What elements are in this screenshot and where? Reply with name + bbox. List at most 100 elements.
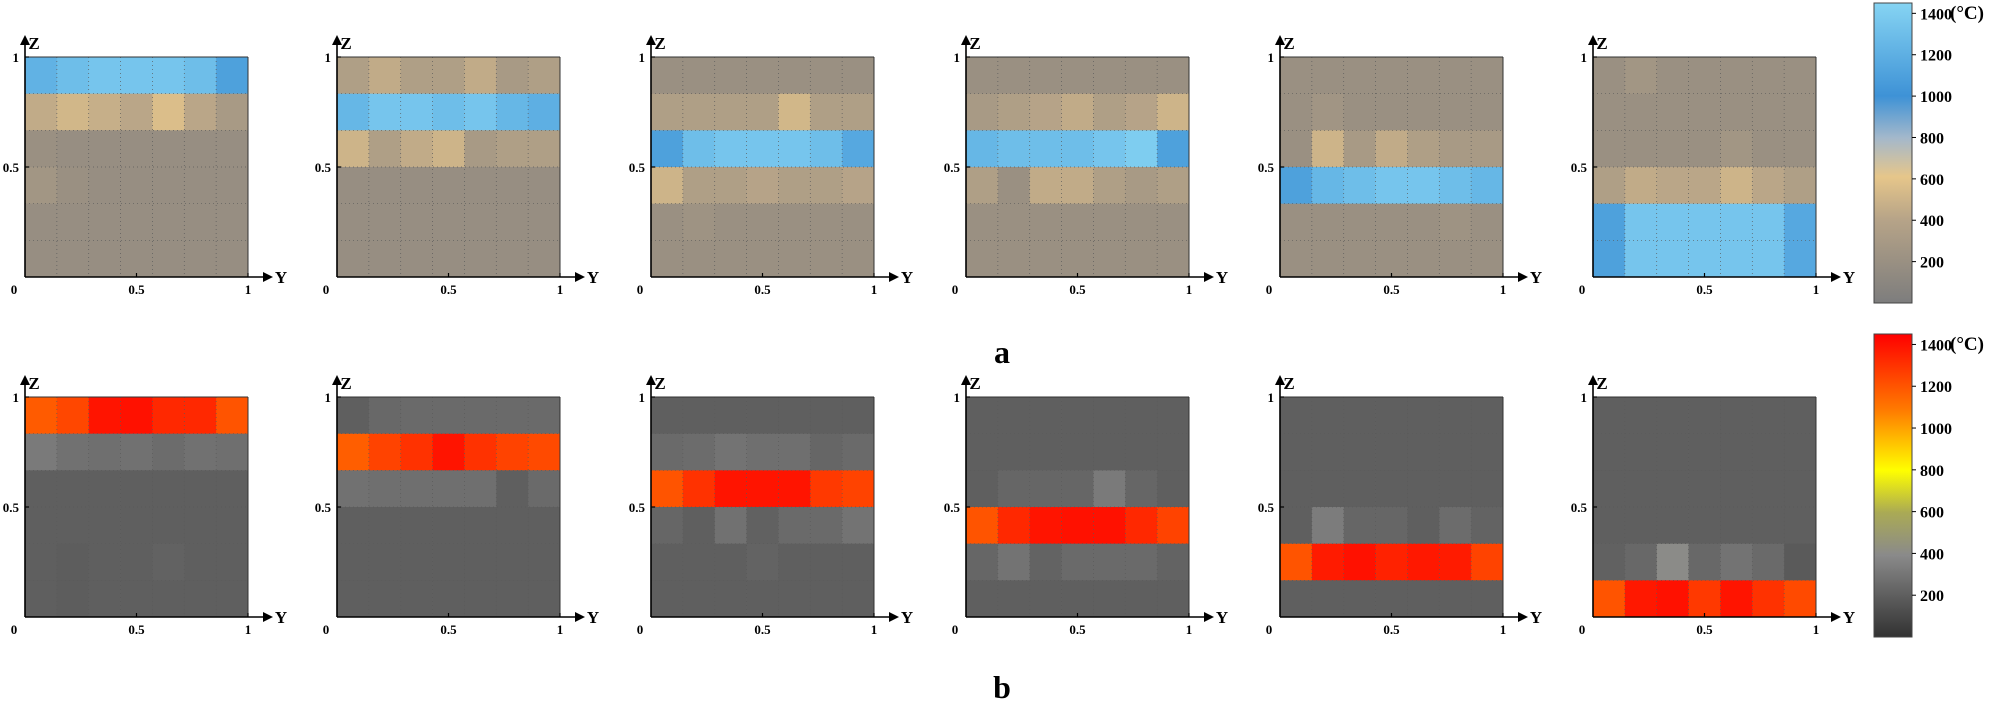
heatmap-cell bbox=[1157, 130, 1190, 168]
x-axis-arrow bbox=[575, 612, 585, 622]
heatmap-cell bbox=[682, 167, 716, 205]
heatmap-cell bbox=[1157, 470, 1190, 508]
heatmap-cell bbox=[1624, 167, 1658, 205]
heatmap-cell bbox=[528, 167, 561, 205]
heatmap-cell bbox=[528, 57, 561, 95]
colorbar-tick-label: 200 bbox=[1920, 588, 1944, 605]
y-axis-arrow bbox=[1588, 375, 1598, 385]
heatmap-cell bbox=[464, 203, 497, 241]
heatmap-cell bbox=[1280, 167, 1313, 205]
heatmap-cell bbox=[746, 57, 779, 95]
heatmap-cell bbox=[1029, 130, 1062, 168]
heatmap-cell bbox=[1752, 543, 1785, 581]
heatmap-cell bbox=[1688, 203, 1721, 241]
y-tick-label: 1 bbox=[13, 50, 20, 65]
heatmap-cell bbox=[464, 507, 497, 545]
heatmap-cell bbox=[1624, 240, 1658, 278]
heatmap-cell bbox=[56, 397, 90, 435]
heatmap-cell bbox=[997, 433, 1031, 471]
heatmap-cell bbox=[1720, 203, 1753, 241]
heatmap-cell bbox=[1157, 57, 1190, 95]
heatmap-cell bbox=[1375, 543, 1408, 581]
heatmap-cell bbox=[496, 203, 529, 241]
y-tick-label: 1 bbox=[1268, 390, 1275, 405]
heatmap-cell bbox=[1343, 433, 1376, 471]
heatmap-cell bbox=[1471, 507, 1504, 545]
heatmap-cell bbox=[152, 57, 185, 95]
colorbars: 140012001000800600400200(°C)140012001000… bbox=[1873, 2, 1984, 638]
heatmap-cell bbox=[651, 397, 684, 435]
heatmap-cell bbox=[1061, 130, 1094, 168]
x-axis-label: Y bbox=[587, 268, 599, 287]
heatmap-cell bbox=[1471, 543, 1504, 581]
heatmap-cell bbox=[1061, 57, 1094, 95]
heatmap-cell bbox=[528, 433, 561, 471]
heatmap-cell bbox=[120, 507, 153, 545]
heatmap-cell bbox=[1688, 167, 1721, 205]
heatmap-cell bbox=[25, 130, 58, 168]
heatmap-cell bbox=[1688, 240, 1721, 278]
heatmap-cell bbox=[400, 397, 433, 435]
heatmap-cell bbox=[120, 433, 153, 471]
heatmap-cell bbox=[714, 130, 747, 168]
heatmap-cell bbox=[1157, 397, 1190, 435]
heatmap-cell bbox=[120, 397, 153, 435]
colorbar-gradient bbox=[1873, 333, 1913, 638]
heatmap-cell bbox=[1720, 57, 1753, 95]
heatmap-cell bbox=[1125, 433, 1158, 471]
heatmap-cell bbox=[1061, 240, 1094, 278]
heatmap-cell bbox=[1593, 57, 1626, 95]
heatmap-cell bbox=[842, 507, 875, 545]
x-axis-arrow bbox=[1831, 612, 1841, 622]
heatmap-cell bbox=[368, 93, 402, 131]
heatmap-cell bbox=[432, 580, 465, 618]
heatmap-cell bbox=[1784, 57, 1817, 95]
heatmap-cell bbox=[651, 167, 684, 205]
heatmap-cell bbox=[1280, 543, 1313, 581]
heatmap-cell bbox=[1029, 93, 1062, 131]
heatmap-cell bbox=[1471, 130, 1504, 168]
heatmap-cell bbox=[997, 240, 1031, 278]
heatmap-cell bbox=[810, 507, 843, 545]
colorbar-tick-label: 600 bbox=[1920, 505, 1944, 522]
y-tick-label: 1 bbox=[1268, 50, 1275, 65]
heatmap-cell bbox=[368, 203, 402, 241]
y-axis-arrow bbox=[20, 375, 30, 385]
heatmap-cell bbox=[216, 167, 249, 205]
heatmap-cell bbox=[1280, 470, 1313, 508]
heatmap-cell bbox=[528, 507, 561, 545]
heatmap-cell bbox=[528, 397, 561, 435]
heatmap-cell bbox=[1311, 470, 1345, 508]
heatmap-cell bbox=[1471, 240, 1504, 278]
heatmap-cell bbox=[1624, 130, 1658, 168]
heatmap-cell bbox=[337, 543, 370, 581]
heatmap-cell bbox=[1471, 93, 1504, 131]
heatmap-cell bbox=[25, 397, 58, 435]
heatmap-cell bbox=[1125, 470, 1158, 508]
colorbar-tick-label: 1400 bbox=[1920, 6, 1952, 23]
heatmap-cell bbox=[56, 470, 90, 508]
heatmap-cell bbox=[966, 167, 999, 205]
heatmap-cell bbox=[56, 203, 90, 241]
heatmap-cell bbox=[1125, 93, 1158, 131]
heatmap-cell bbox=[496, 397, 529, 435]
heatmap-cell bbox=[1439, 240, 1472, 278]
heatmap-cell bbox=[714, 433, 747, 471]
y-axis-label: Z bbox=[340, 374, 351, 393]
heatmap-panel-a-6: 0.5 1 1 0.5 0 Y Z bbox=[1571, 34, 1855, 297]
heatmap-cell bbox=[1720, 130, 1753, 168]
origin-label: 0 bbox=[1266, 282, 1273, 297]
y-axis-arrow bbox=[20, 35, 30, 45]
heatmap-cell bbox=[682, 433, 716, 471]
heatmap-cell bbox=[152, 397, 185, 435]
heatmap-cell bbox=[1593, 167, 1626, 205]
heatmap-cell bbox=[400, 470, 433, 508]
y-axis-arrow bbox=[1275, 375, 1285, 385]
heatmap-panel-b-5: 0.5 1 1 0.5 0 Y Z bbox=[1258, 374, 1542, 637]
colorbar-tick-label: 400 bbox=[1920, 213, 1944, 230]
heatmap-cell bbox=[1029, 57, 1062, 95]
x-axis-label: Y bbox=[587, 608, 599, 627]
heatmap-cell bbox=[810, 580, 843, 618]
colorbar-unit-label: (°C) bbox=[1950, 334, 1984, 355]
y-axis-label: Z bbox=[28, 374, 39, 393]
